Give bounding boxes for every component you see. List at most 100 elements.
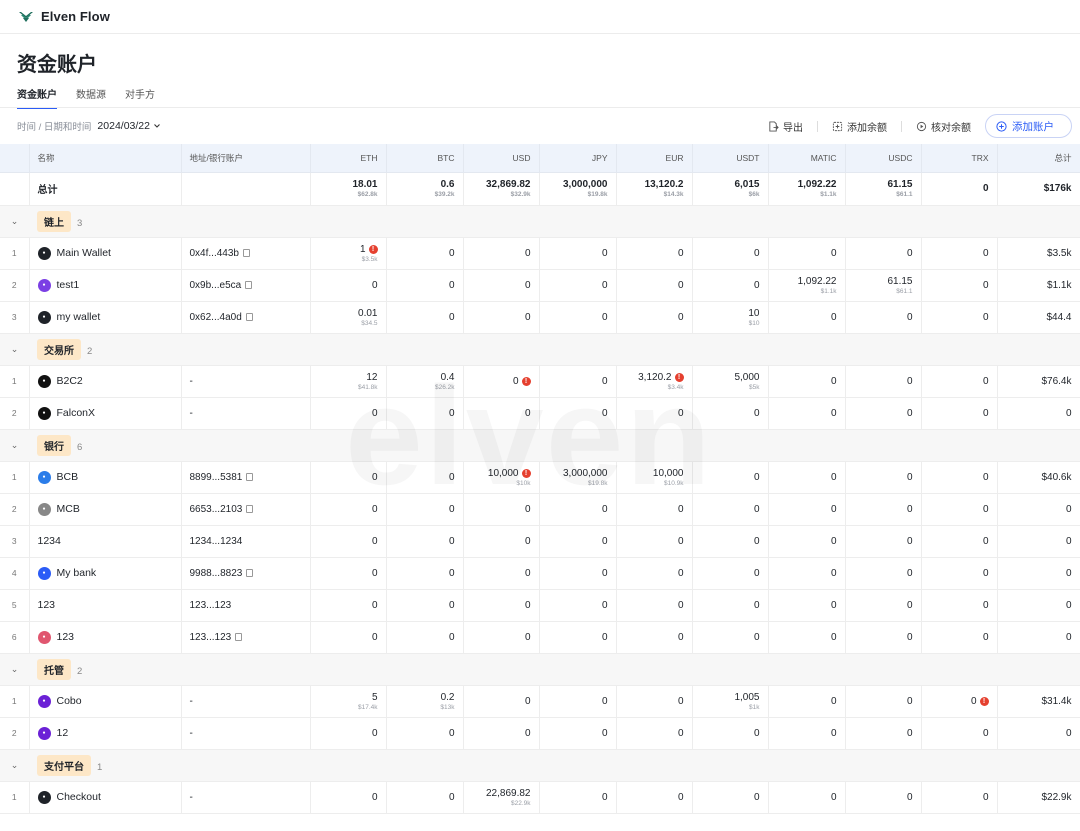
cell-value: 0 [601, 791, 608, 803]
value-cell: 0! [463, 365, 540, 398]
account-name-cell[interactable]: ● Checkout [29, 781, 182, 814]
cell-value: 0 [830, 695, 837, 707]
group-toggle[interactable]: ⌄ [0, 749, 29, 782]
table-row[interactable]: 1 ● Checkout -0 0 22,869.82 $22.9k 0 0 0 0 0 0 $22.9k [0, 781, 1080, 814]
value-cell: 0 [921, 397, 998, 430]
account-name-cell[interactable]: ● 123 [29, 621, 182, 654]
account-name-cell[interactable]: ● FalconX [29, 397, 182, 430]
warning-icon[interactable]: ! [674, 372, 684, 382]
table-row[interactable]: 1 ● Main Wallet 0x4f...443b 1! $3.5k 0 0 0 0 0 0 0 0 $… [0, 237, 1080, 270]
account-name-cell[interactable]: ● Cobo [29, 685, 182, 718]
export-button[interactable]: 导出 [768, 119, 803, 134]
account-name-cell[interactable]: ● My bank [29, 557, 182, 590]
table-row[interactable]: 6 ● 123 123...123 0 0 0 0 0 0 0 0 0 0 [0, 621, 1080, 654]
address-cell: - [181, 781, 311, 814]
table-row[interactable]: 2 ● 12 - 0 0 0 0 0 0 0 0 0 0 [0, 717, 1080, 750]
group-toggle[interactable]: ⌄ [0, 653, 29, 686]
cell-value: 0 [677, 567, 684, 579]
table-row[interactable]: 1 ● Cobo -5 $17.4k 0.2 $13k 0 0 0 1,005 $1k 0 0 0! $31.… [0, 685, 1080, 718]
account-name-cell[interactable]: ● MCB [29, 493, 182, 526]
table-row[interactable]: 5 123 123...123 0 0 0 0 0 0 0 0 0 0 [0, 589, 1080, 622]
group-toggle[interactable]: ⌄ [0, 333, 29, 366]
table-row[interactable]: 2 ● FalconX - 0 0 0 0 0 0 0 0 0 0 [0, 397, 1080, 430]
header-usdt[interactable]: USDT [692, 144, 769, 173]
group-toggle[interactable]: ⌄ [0, 429, 29, 462]
copy-icon[interactable] [242, 249, 250, 257]
add-account-button[interactable]: 添加账户 [985, 114, 1072, 138]
warning-icon[interactable]: ! [979, 696, 989, 706]
group-toggle[interactable]: ⌄ [0, 205, 29, 238]
add-balance-button[interactable]: 添加余额 [832, 119, 887, 134]
cell-value: 0 [601, 247, 608, 259]
value-cell: 0 [539, 685, 617, 718]
table-row[interactable]: 2 ● test1 0x9b...e5ca 0 0 0 0 0 0 1,092.22 $1.1k 61.… [0, 269, 1080, 302]
group-row[interactable]: ⌄ 交易所 2 [0, 333, 1080, 366]
header-trx[interactable]: TRX [921, 144, 998, 173]
date-picker[interactable]: 2024/03/22 [97, 120, 161, 132]
account-name-cell[interactable]: 1234 [29, 525, 182, 558]
value-cell: 0 [616, 493, 693, 526]
header-matic[interactable]: MATIC [768, 144, 846, 173]
reconcile-balance-button[interactable]: 核对余额 [916, 119, 971, 134]
warning-icon[interactable]: ! [368, 244, 378, 254]
tab-funding-accounts[interactable]: 资金账户 [17, 86, 57, 109]
account-name-cell[interactable]: ● my wallet [29, 301, 182, 334]
table-row[interactable]: 3 ● my wallet 0x62...4a0d 0.01 $34.5 0 0 0 0 10 $10… [0, 301, 1080, 334]
copy-icon[interactable] [245, 313, 253, 321]
copy-icon[interactable] [246, 505, 254, 513]
group-row[interactable]: ⌄ 支付平台 1 [0, 749, 1080, 782]
add-balance-icon [832, 121, 843, 131]
chevron-down-icon[interactable]: ⌄ [10, 663, 19, 674]
header-address[interactable]: 地址/银行账户 [181, 144, 311, 173]
cell-value: 0.01 [358, 307, 378, 319]
value-cell: 0 [463, 397, 540, 430]
header-usd[interactable]: USD [463, 144, 540, 173]
warning-icon[interactable]: ! [521, 376, 531, 386]
group-row[interactable]: ⌄ 托管 2 [0, 653, 1080, 686]
cell-value: 0 [982, 791, 989, 803]
chevron-down-icon[interactable]: ⌄ [10, 343, 19, 354]
account-name-cell[interactable]: ● B2C2 [29, 365, 182, 398]
value-cell: 32,869.82 $32.9k [463, 172, 540, 206]
group-row[interactable]: ⌄ 银行 6 [0, 429, 1080, 462]
top-bar: Elven Flow [0, 0, 1080, 34]
account-name-cell[interactable]: 123 [29, 589, 182, 622]
copy-icon[interactable] [245, 281, 253, 289]
copy-icon[interactable] [235, 633, 243, 641]
address-text: 9988...8823 [189, 567, 243, 579]
account-name-cell[interactable]: ● Main Wallet [29, 237, 182, 270]
value-cell: 0 [310, 557, 387, 590]
group-label: 银行 [37, 434, 71, 456]
tab-counterparties[interactable]: 对手方 [125, 90, 155, 101]
tab-data-sources[interactable]: 数据源 [76, 90, 106, 101]
group-row[interactable]: ⌄ 链上 3 [0, 205, 1080, 238]
header-btc[interactable]: BTC [386, 144, 464, 173]
value-cell: 0 [539, 621, 617, 654]
copy-icon[interactable] [246, 473, 254, 481]
account-name-cell[interactable]: ● test1 [29, 269, 182, 302]
header-total[interactable]: 总计 [997, 144, 1080, 173]
header-eth[interactable]: ETH [310, 144, 387, 173]
table-row[interactable]: 3 1234 1234...1234 0 0 0 0 0 0 0 0 0 0 [0, 525, 1080, 558]
chevron-down-icon[interactable]: ⌄ [10, 215, 19, 226]
value-cell: 0 [692, 621, 769, 654]
copy-icon[interactable] [246, 569, 254, 577]
cell-value: 0 [906, 503, 913, 515]
table-row[interactable]: 2 ● MCB 6653...2103 0 0 0 0 0 0 0 0 0 0 [0, 493, 1080, 526]
value-cell: 0.4 $26.2k [386, 365, 464, 398]
value-cell: 0 [845, 365, 922, 398]
table-row[interactable]: 1 ● BCB 8899...5381 0 0 10,000! $10k 3,000,000 $1… [0, 461, 1080, 494]
account-name-cell[interactable]: ● 12 [29, 717, 182, 750]
header-eur[interactable]: EUR [616, 144, 693, 173]
cell-value: 0 [982, 471, 989, 483]
header-jpy[interactable]: JPY [539, 144, 617, 173]
account-name-cell[interactable]: ● BCB [29, 461, 182, 494]
cell-value: $44.4 [1046, 311, 1072, 323]
chevron-down-icon[interactable]: ⌄ [10, 759, 19, 770]
header-name[interactable]: 名称 [29, 144, 182, 173]
table-row[interactable]: 4 ● My bank 9988...8823 0 0 0 0 0 0 0 0 0 0 [0, 557, 1080, 590]
header-usdc[interactable]: USDC [845, 144, 922, 173]
chevron-down-icon[interactable]: ⌄ [10, 439, 19, 450]
warning-icon[interactable]: ! [521, 468, 531, 478]
table-row[interactable]: 1 ● B2C2-12 $41.8k 0.4 $26.2k 0! 0 3,120.2! $3.4k… [0, 365, 1080, 398]
